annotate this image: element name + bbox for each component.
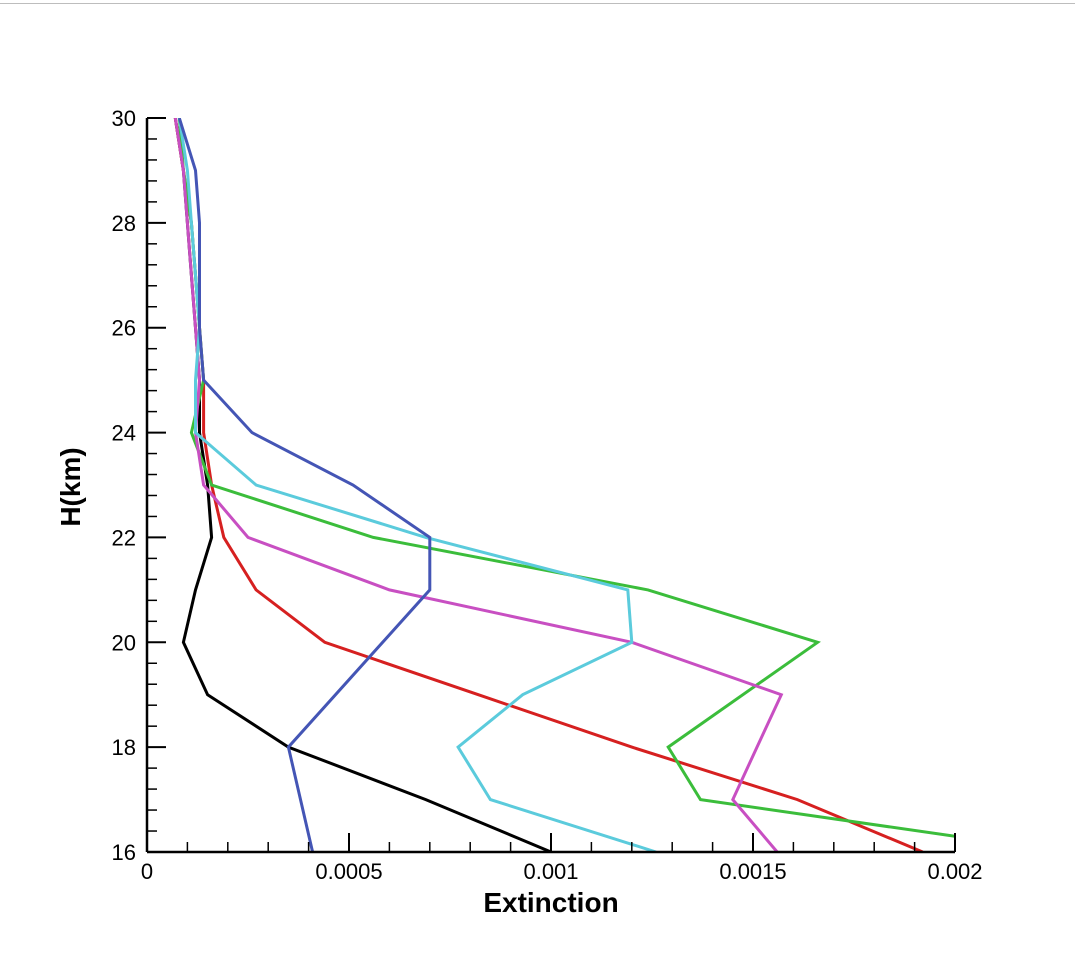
y-tick-label: 18 (112, 735, 136, 760)
series-line-6 (177, 118, 432, 852)
y-tick-label: 22 (112, 525, 136, 550)
series-line-2 (173, 118, 924, 852)
x-tick-label: 0.0015 (719, 859, 786, 884)
y-axis-title: H(km) (55, 447, 86, 526)
y-tick-label: 26 (112, 316, 136, 341)
top-divider (0, 3, 1075, 4)
y-tick-label: 20 (112, 630, 136, 655)
ticks-layer (146, 117, 956, 853)
x-tick-label: 0.0005 (315, 859, 382, 884)
y-tick-label: 28 (112, 211, 136, 236)
y-tick-label: 24 (112, 421, 136, 446)
series-line-3 (177, 118, 955, 838)
x-tick-label: 0.002 (927, 859, 982, 884)
x-axis-title: Extinction (483, 887, 618, 918)
x-tick-label: 0.001 (523, 859, 578, 884)
series-layer (173, 118, 955, 852)
series-line-1 (173, 118, 552, 852)
series-line-5 (177, 118, 657, 852)
tick-labels-layer: 0 0.0005 0.001 0.0015 0.002 16 18 20 22 24 26 28 30 (112, 106, 983, 884)
series-line-4 (173, 118, 784, 852)
x-tick-label: 0 (141, 859, 153, 884)
y-tick-label: 30 (112, 106, 136, 131)
y-tick-label: 16 (112, 840, 136, 865)
axes-layer (145, 118, 955, 854)
